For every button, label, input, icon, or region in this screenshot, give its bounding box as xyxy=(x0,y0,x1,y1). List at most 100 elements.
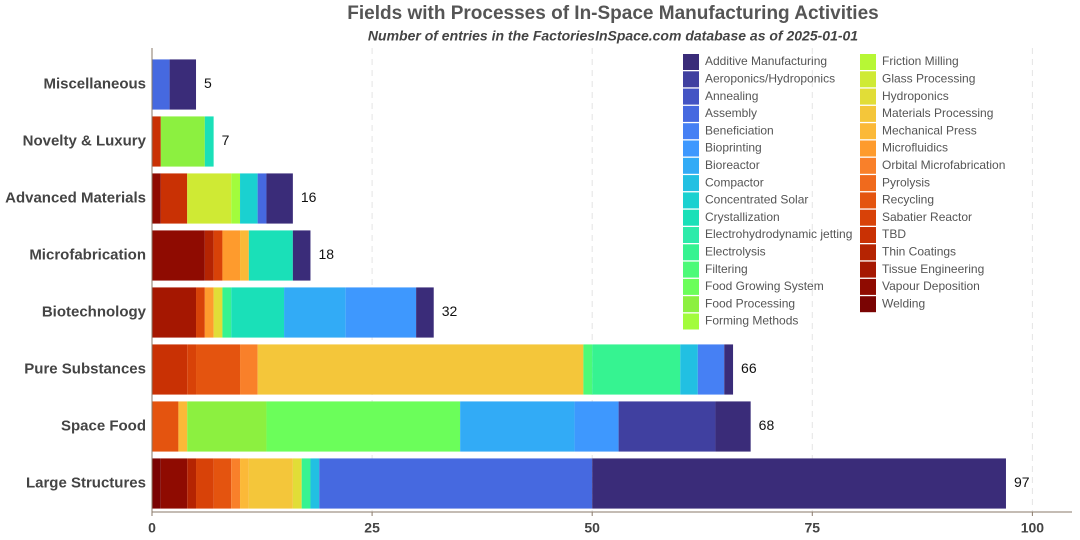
legend-swatch xyxy=(860,88,876,105)
bar-segment xyxy=(345,287,417,338)
y-tick-label: Large Structures xyxy=(26,474,146,491)
legend-swatch xyxy=(683,192,699,209)
legend-label: Assembly xyxy=(705,106,757,120)
legend-label: Compactor xyxy=(705,175,764,189)
legend-label: Welding xyxy=(882,296,925,310)
bar-segment xyxy=(222,230,241,281)
bar-segment xyxy=(204,287,214,338)
total-label: 7 xyxy=(222,132,230,148)
legend-swatch xyxy=(860,105,876,122)
bar-segment xyxy=(178,401,188,452)
total-label: 18 xyxy=(318,246,334,262)
bar-segment xyxy=(240,458,249,509)
legend-label: Bioprinting xyxy=(705,141,762,155)
legend-swatch xyxy=(860,175,876,192)
legend-label: Mechanical Press xyxy=(882,123,977,137)
legend-swatch xyxy=(683,175,699,192)
bar-segment xyxy=(160,173,188,224)
legend-label: Vapour Deposition xyxy=(882,279,980,293)
total-label: 16 xyxy=(301,189,317,205)
legend-label: Bioreactor xyxy=(705,158,760,172)
bar-segment xyxy=(187,401,267,452)
chart-subtitle: Number of entries in the FactoriesInSpac… xyxy=(368,28,858,44)
legend-label: Crystallization xyxy=(705,210,780,224)
bar-segment xyxy=(152,287,197,338)
legend-swatch xyxy=(683,278,699,295)
total-label: 66 xyxy=(741,360,757,376)
x-tick-label: 100 xyxy=(1021,520,1045,536)
bar-segment xyxy=(152,230,205,281)
bar-segment xyxy=(284,287,346,338)
legend-swatch xyxy=(860,261,876,278)
bar-segment xyxy=(160,458,188,509)
legend-label: Electrolysis xyxy=(705,244,766,258)
bar-segment xyxy=(240,230,249,281)
bar-segment xyxy=(416,287,434,338)
legend-label: Beneficiation xyxy=(705,123,774,137)
bar-segment xyxy=(204,230,214,281)
legend-swatch xyxy=(683,123,699,140)
legend-label: Food Processing xyxy=(705,296,795,310)
chart-title: Fields with Processes of In-Space Manufa… xyxy=(347,3,878,24)
bar-segment xyxy=(231,173,241,224)
legend-swatch xyxy=(683,244,699,261)
legend-label: Orbital Microfabrication xyxy=(882,158,1005,172)
legend-label: Recycling xyxy=(882,193,934,207)
y-tick-label: Microfabrication xyxy=(29,246,146,263)
bar-segment xyxy=(248,230,293,281)
bar-segment xyxy=(292,230,311,281)
bar-segment xyxy=(160,116,205,167)
legend-swatch xyxy=(860,71,876,88)
bar-segment xyxy=(292,458,302,509)
bar-segment xyxy=(187,173,232,224)
legend-swatch xyxy=(683,140,699,157)
legend-swatch xyxy=(860,123,876,140)
bar-segment xyxy=(266,401,461,452)
bar-segment xyxy=(724,344,734,395)
legend-label: Thin Coatings xyxy=(882,244,956,258)
total-label: 68 xyxy=(759,417,775,433)
y-tick-label: Pure Substances xyxy=(24,360,146,377)
legend-swatch xyxy=(860,278,876,295)
y-tick-label: Space Food xyxy=(61,417,146,434)
bar-segment xyxy=(152,116,161,167)
legend-label: Microfluidics xyxy=(882,141,948,155)
bar-segment xyxy=(319,458,593,509)
legend-swatch xyxy=(860,227,876,243)
legend-swatch xyxy=(683,261,699,278)
legend-label: Friction Milling xyxy=(882,54,959,68)
bar-segment xyxy=(301,458,311,509)
legend-label: Pyrolysis xyxy=(882,175,930,189)
bar-segment xyxy=(240,173,258,224)
total-label: 32 xyxy=(442,303,458,319)
bar-segment xyxy=(152,458,161,509)
bar-segment xyxy=(196,458,214,509)
bar-segment xyxy=(152,173,161,224)
legend-label: Concentrated Solar xyxy=(705,193,808,207)
bar-segment xyxy=(257,173,267,224)
bar-segment xyxy=(169,59,197,110)
bar-segment xyxy=(715,401,751,452)
legend-label: Food Growing System xyxy=(705,279,824,293)
y-tick-label: Advanced Materials xyxy=(5,189,146,206)
legend-label: TBD xyxy=(882,227,906,241)
bar-segment xyxy=(213,287,223,338)
x-tick-label: 25 xyxy=(364,520,380,536)
bar-segment xyxy=(196,344,241,395)
x-tick-label: 75 xyxy=(804,520,820,536)
legend-label: Aeroponics/Hydroponics xyxy=(705,71,835,85)
bar-segment xyxy=(248,458,293,509)
bar-segment xyxy=(152,59,170,110)
total-label: 5 xyxy=(204,75,212,91)
bar-segment xyxy=(240,344,258,395)
bar-segment xyxy=(257,344,584,395)
legend-label: Electrohydrodynamic jetting xyxy=(705,227,852,241)
legend-swatch xyxy=(683,88,699,105)
x-tick-label: 0 xyxy=(148,520,156,536)
bar-segment xyxy=(583,344,593,395)
x-tick-label: 50 xyxy=(584,520,600,536)
bar-segment xyxy=(618,401,716,452)
bar-segment xyxy=(213,230,223,281)
legend-label: Forming Methods xyxy=(705,314,798,328)
